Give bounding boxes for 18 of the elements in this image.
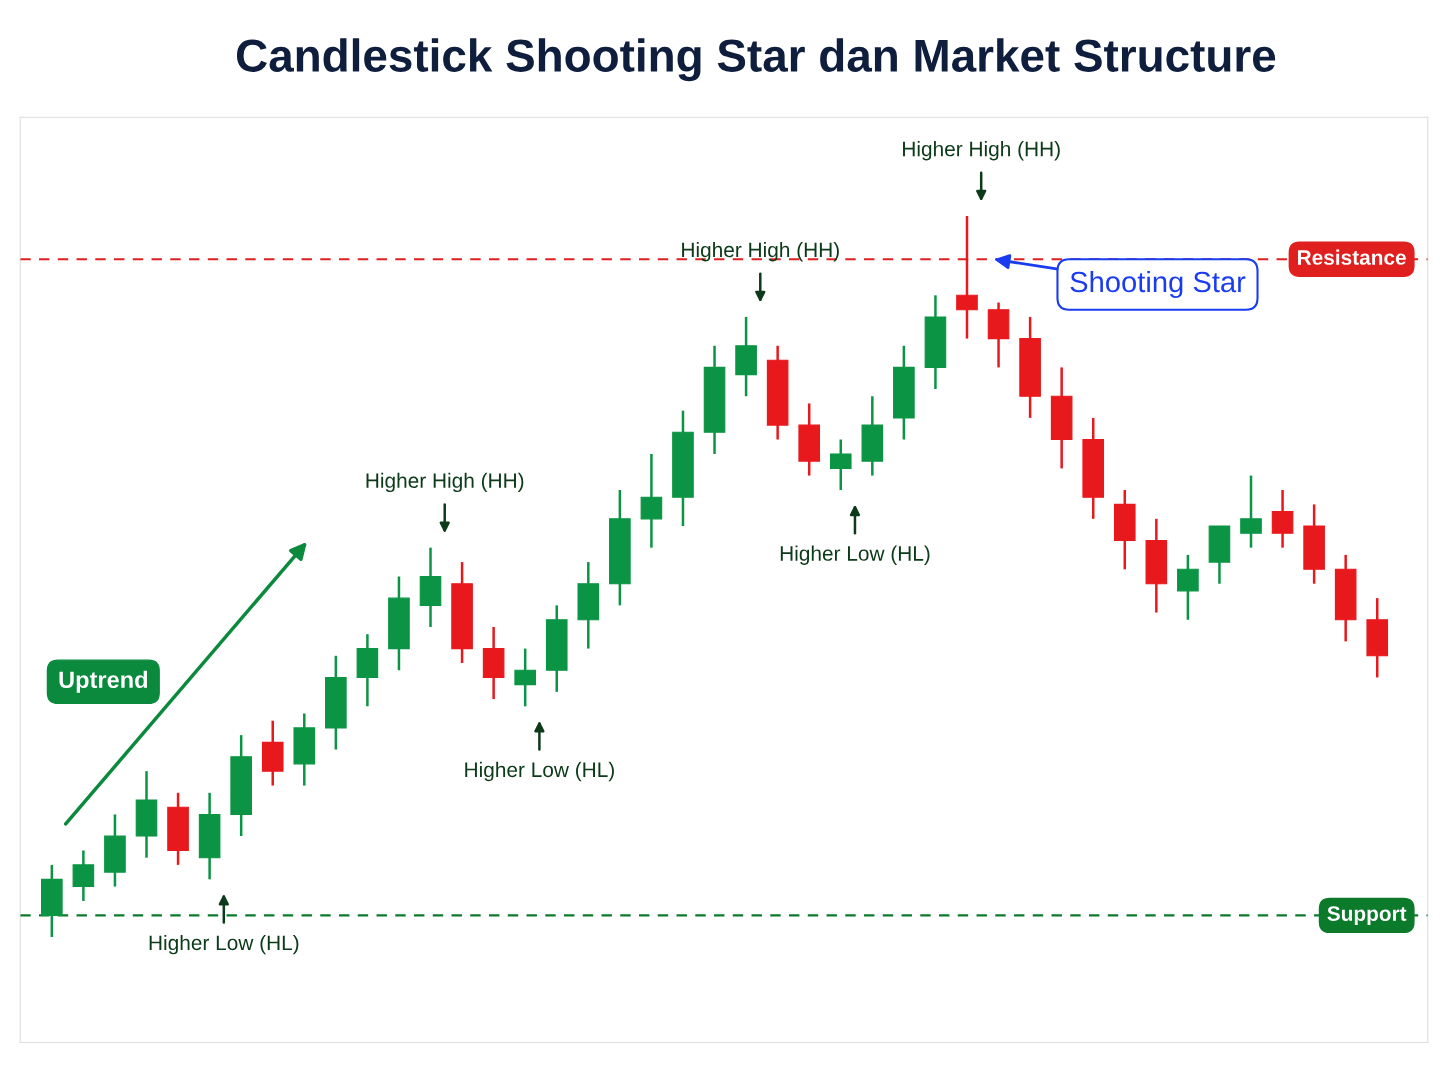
candlestick xyxy=(640,452,663,549)
candlestick xyxy=(1177,553,1199,622)
annotation: Higher Low (HL) xyxy=(149,934,299,955)
candlestick xyxy=(1240,474,1262,549)
annotation: Higher Low (HL) xyxy=(780,545,930,565)
chart-title: Candlestick Shooting Star dan Market Structure xyxy=(236,38,1276,82)
ref-line-label: Support xyxy=(1327,906,1407,926)
text: Higher High (HH) xyxy=(903,141,1060,161)
annotation: Uptrend xyxy=(59,670,148,693)
ref-line-label: Resistance xyxy=(1298,249,1406,265)
annotation: Higher High (HH) xyxy=(366,472,524,493)
candlestick xyxy=(72,849,95,903)
annotation: Shooting Star xyxy=(1070,270,1246,299)
candlestick xyxy=(514,647,537,708)
annotation: Higher Low (HL) xyxy=(465,761,614,782)
candlestick xyxy=(1271,488,1294,549)
annotation: Higher High (HH) xyxy=(682,241,839,262)
candlestick xyxy=(829,438,852,492)
